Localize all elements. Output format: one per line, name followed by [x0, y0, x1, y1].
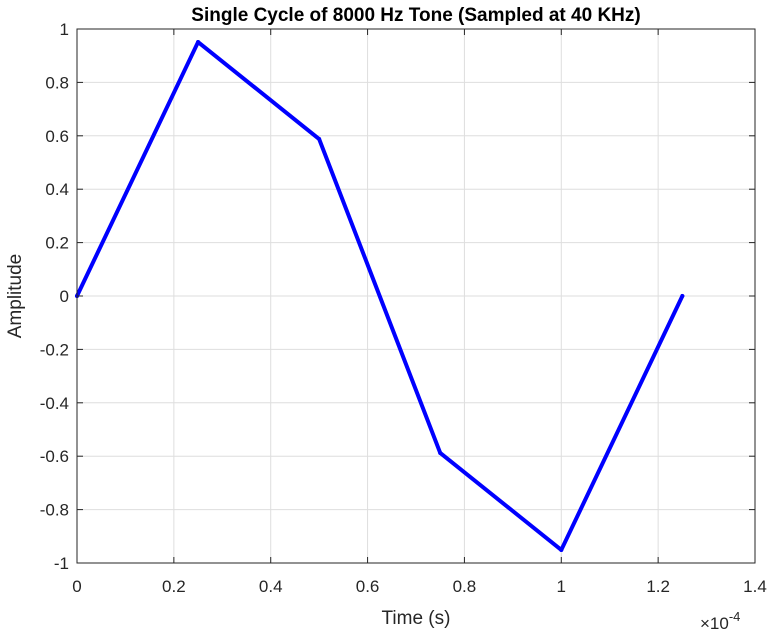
data-point	[559, 547, 564, 552]
y-tick-label: -0.4	[40, 394, 69, 413]
x-axis-exponent: ×10-4	[700, 609, 740, 632]
x-axis-label: Time (s)	[382, 608, 451, 629]
y-tick-label: 0.8	[45, 73, 69, 92]
y-tick-label: 0.6	[45, 127, 69, 146]
x-tick-label: 0	[72, 577, 81, 596]
y-tick-label: 1	[60, 20, 69, 39]
x-tick-label: 1.4	[743, 577, 767, 596]
y-tick-label: 0.4	[45, 180, 69, 199]
x-tick-label: 1.2	[646, 577, 670, 596]
x-tick-labels: 0 0.2 0.4 0.6 0.8 1 1.2 1.4	[72, 577, 767, 596]
data-point	[317, 137, 322, 142]
x-tick-label: 0.4	[259, 577, 283, 596]
chart-title: Single Cycle of 8000 Hz Tone (Sampled at…	[191, 5, 640, 26]
x-tick-label: 0.2	[162, 577, 186, 596]
series-line	[75, 40, 685, 552]
y-tick-label: 0	[60, 287, 69, 306]
y-axis-label: Amplitude	[5, 254, 26, 339]
y-tick-label: -1	[54, 554, 69, 573]
x-tick-label: 0.8	[453, 577, 477, 596]
x-axis-exponent-base: ×10	[700, 614, 729, 632]
y-tick-label: -0.8	[40, 501, 69, 520]
y-tick-labels: -1 -0.8 -0.6 -0.4 -0.2 0 0.2 0.4 0.6 0.8 1	[40, 20, 69, 573]
data-point	[680, 294, 685, 298]
grid	[76, 28, 756, 564]
x-axis-exponent-power: -4	[729, 609, 741, 624]
tick-marks	[76, 28, 756, 564]
y-tick-label: -0.2	[40, 340, 69, 359]
y-tick-label: 0.2	[45, 234, 69, 253]
x-tick-label: 1	[557, 577, 566, 596]
x-tick-label: 0.6	[356, 577, 380, 596]
data-point	[196, 40, 201, 45]
data-point	[438, 450, 443, 455]
y-tick-label: -0.6	[40, 447, 69, 466]
